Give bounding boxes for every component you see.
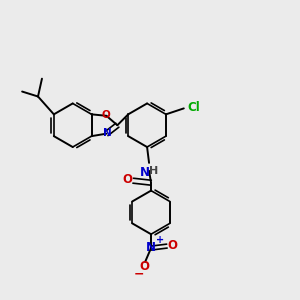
Text: Cl: Cl [188, 101, 200, 114]
Text: −: − [134, 267, 144, 280]
Text: H: H [149, 166, 159, 176]
Text: N: N [146, 241, 156, 254]
Text: O: O [168, 238, 178, 252]
Text: N: N [140, 166, 150, 179]
Text: O: O [139, 260, 149, 273]
Text: O: O [101, 110, 110, 120]
Text: O: O [122, 173, 132, 186]
Text: +: + [156, 235, 164, 245]
Text: N: N [103, 128, 112, 138]
